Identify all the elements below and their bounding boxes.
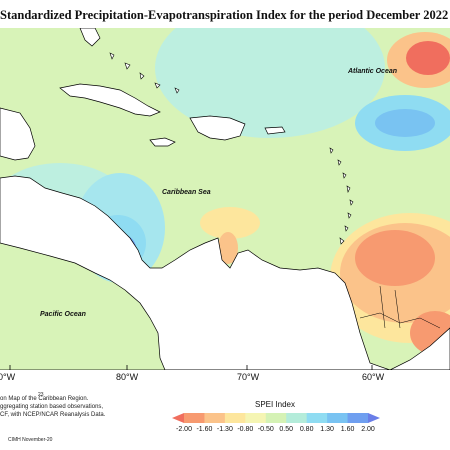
lon-label-80: 80°W	[116, 372, 139, 382]
legend-arrow-low	[172, 413, 184, 423]
legend-tick-label: -2.00	[176, 426, 192, 433]
credits-line: on Map of the Caribbean Region.	[0, 396, 89, 402]
legend-arrow-high	[368, 413, 380, 423]
legend-swatch	[184, 413, 205, 423]
legend-tick-label: -0.50	[257, 426, 274, 433]
legend-title: SPEI Index	[254, 400, 296, 409]
legend-tick-label: 1.60	[340, 426, 355, 433]
legend-swatch	[306, 413, 328, 423]
credits-line: ggregating station based observations,	[0, 404, 104, 410]
footer-note: CIMH November-20	[8, 437, 53, 443]
legend-swatch	[245, 413, 267, 423]
wet-zone-north	[155, 28, 385, 138]
legend-tick-label: 1.30	[320, 426, 334, 433]
spei-map: Atlantic Ocean Caribbean Sea Pacific Oce…	[0, 28, 450, 370]
borders	[359, 285, 441, 329]
lon-label-70: 70°W	[237, 372, 260, 382]
legend-swatch	[224, 413, 246, 423]
dry-zone-guianas-core	[355, 230, 435, 286]
cuba	[59, 83, 161, 117]
legend-swatch	[265, 413, 287, 423]
jamaica	[149, 137, 176, 147]
legend-swatch	[204, 413, 226, 423]
hispaniola	[189, 115, 246, 141]
dry-zone-maracaibo	[218, 232, 238, 264]
lesser-antilles	[329, 147, 354, 245]
yucatan	[0, 107, 36, 161]
dry-zone-venezuela-coast	[200, 207, 260, 239]
longitude-labels: 0°W 80°W 70°W 60°W	[0, 372, 450, 386]
legend-tick-label: 0.80	[299, 426, 314, 433]
wet-zone-atlantic-core	[375, 109, 435, 137]
puerto-rico	[264, 126, 286, 135]
legend-swatch	[327, 413, 349, 423]
map-title: Standardized Precipitation-Evapotranspir…	[0, 8, 450, 22]
credits-line: CF, with NCEP/NCAR Reanalysis Data.	[0, 412, 106, 418]
florida	[79, 28, 101, 47]
legend-tick-label: -1.30	[216, 426, 233, 433]
credits-block: 23 on Map of the Caribbean Region. ggreg…	[0, 392, 170, 419]
legend-colorbar	[172, 413, 380, 423]
spei-legend: SPEI Index -2.00 -1.60 -1.30 -0.80 -0.50 0.50…	[170, 400, 380, 440]
legend-tick-label: 0.50	[279, 426, 294, 433]
legend-tick-label: 2.00	[361, 426, 375, 433]
page-number: 23	[38, 392, 44, 398]
legend-tick-label: -0.80	[237, 426, 254, 433]
legend-tick-label: -1.60	[196, 426, 213, 433]
lon-label-60: 60°W	[362, 372, 385, 382]
pacific-ocean-label: Pacific Ocean	[40, 311, 86, 318]
legend-ticks: -2.00 -1.60 -1.30 -0.80 -0.50 0.50 0.80 1.30 1.6…	[176, 426, 375, 438]
mainland	[0, 175, 450, 370]
spei-map-svg: Atlantic Ocean Caribbean Sea Pacific Oce…	[0, 28, 450, 370]
dry-zone-atlantic-core	[406, 41, 450, 75]
atlantic-ocean-label: Atlantic Ocean	[347, 68, 397, 75]
caribbean-sea-label: Caribbean Sea	[162, 189, 211, 196]
legend-swatch	[347, 413, 369, 423]
lon-label-90: 0°W	[0, 372, 16, 382]
bahamas	[109, 52, 180, 94]
legend-swatch	[286, 413, 308, 423]
